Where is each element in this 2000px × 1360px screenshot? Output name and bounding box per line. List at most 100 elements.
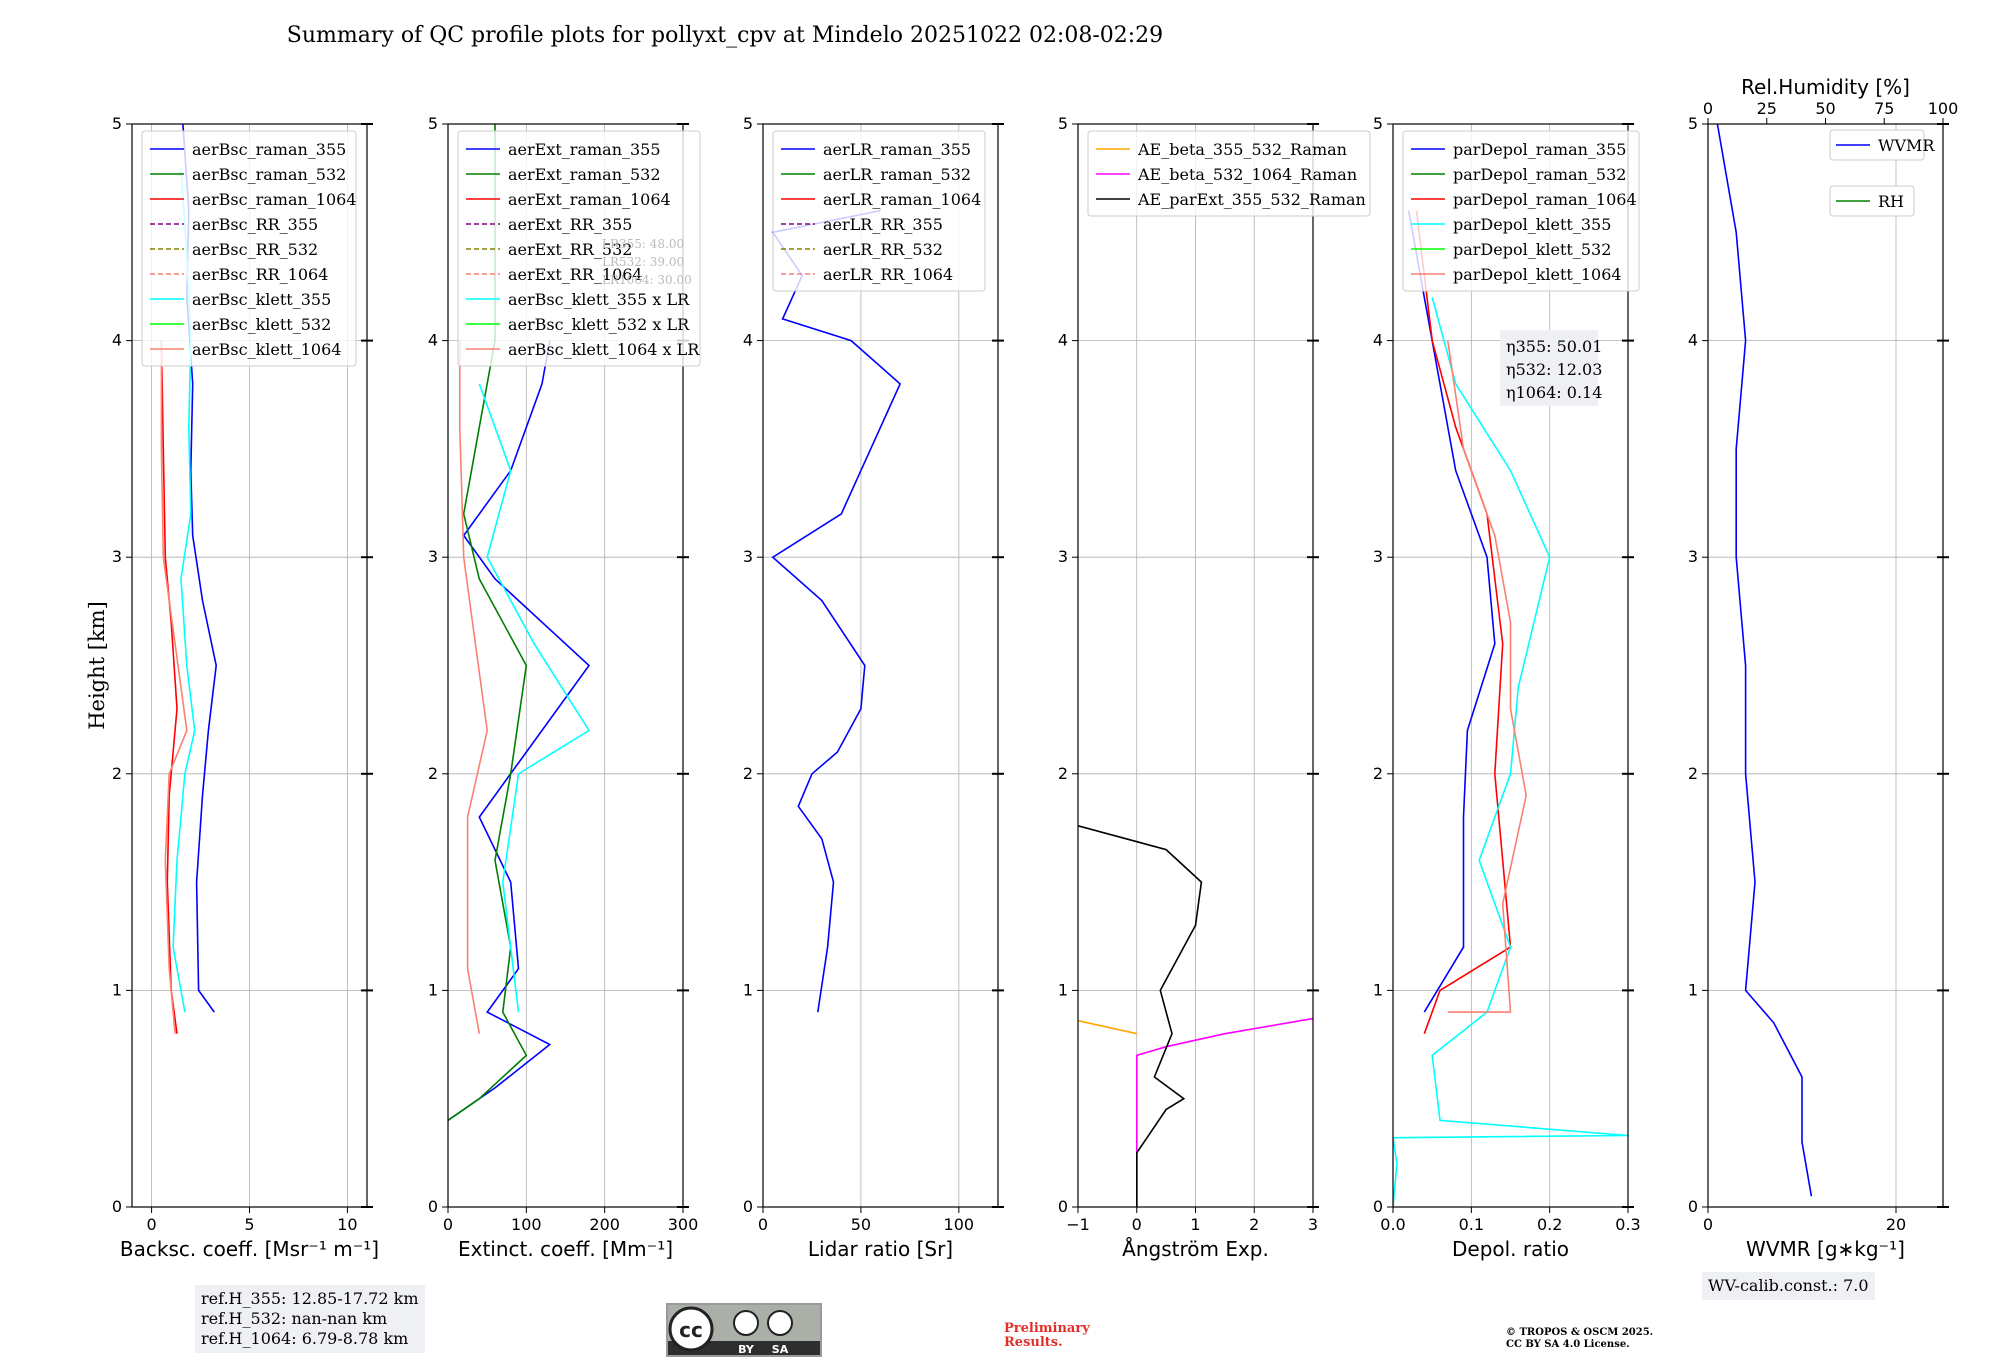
x-tick-label: 300 xyxy=(668,1215,699,1234)
y-tick-label: 2 xyxy=(1688,764,1698,783)
x-tick-label: 0.2 xyxy=(1537,1215,1562,1234)
x2-axis-label: Rel.Humidity [%] xyxy=(1741,75,1910,99)
axes-frame xyxy=(1392,123,1629,1208)
series-AE_parExt_355_532_Raman xyxy=(1078,825,1203,1207)
legend-label: aerLR_raman_355 xyxy=(823,140,971,159)
legend-box xyxy=(457,130,701,367)
y-tick-label: 1 xyxy=(743,980,753,999)
legend-label: aerBsc_RR_355 xyxy=(192,215,318,234)
legend-box xyxy=(1829,129,1925,161)
series-WVMR xyxy=(1716,124,1813,1197)
legend-depol: parDepol_raman_355 parDepol_raman_532 parD… xyxy=(1402,130,1640,292)
y-tick-label: 2 xyxy=(428,764,438,783)
series-parDepol_klett_355 xyxy=(1393,297,1628,1207)
eta-label: η1064: 0.14 xyxy=(1506,383,1602,402)
y-tick-label: 0 xyxy=(1373,1197,1383,1216)
x-tick-label: −1 xyxy=(1066,1215,1090,1234)
legend-wvmr: WVMR xyxy=(1829,129,1935,161)
y-tick-label: 4 xyxy=(112,331,122,350)
y-tick-label: 2 xyxy=(1373,764,1383,783)
legend-label: aerBsc_raman_1064 xyxy=(192,190,357,209)
legend-label: aerBsc_klett_532 xyxy=(192,315,331,334)
sa-label: SA xyxy=(772,1343,789,1356)
y-tick-label: 3 xyxy=(743,547,753,566)
by-label: BY xyxy=(738,1343,755,1356)
cc-icon xyxy=(668,1306,714,1352)
y-tick-label: 3 xyxy=(1058,547,1068,566)
legend-label: RH xyxy=(1878,192,1904,211)
eta-box: η355: 50.01 η532: 12.03 η1064: 0.14 xyxy=(1500,330,1602,406)
x-tick-label: 0 xyxy=(758,1215,768,1234)
y-tick-label: 4 xyxy=(1058,331,1068,350)
lr-label: LR1064: 30.00 xyxy=(602,273,692,287)
y-tick-label: 3 xyxy=(1688,547,1698,566)
eta-bg xyxy=(1500,330,1598,406)
preliminary-line-1: Preliminary xyxy=(1004,1321,1090,1336)
ref-heights-box: ref.H_355: 12.85-17.72 km ref.H_532: nan… xyxy=(195,1285,425,1353)
x2-tick-label: 0 xyxy=(1703,99,1713,118)
series-aerBsc_klett_1064 x LR xyxy=(459,340,489,1034)
legend-label: AE_parExt_355_532_Raman xyxy=(1137,190,1366,209)
y-tick-label: 0 xyxy=(1058,1197,1068,1216)
y-tick-label: 1 xyxy=(428,980,438,999)
x-axis-label: Depol. ratio xyxy=(1452,1237,1569,1261)
legend-box xyxy=(1087,130,1371,217)
panel-wv: 0 20 0 1 2 3 4 5 WVMR [g∗kg⁻¹] 0 25 50 75 100 Rel.Humi… xyxy=(1688,75,1958,1261)
x-tick-label: 0 xyxy=(443,1215,453,1234)
legend-label: aerLR_raman_1064 xyxy=(823,190,981,209)
legend-bsc: aerBsc_raman_355 aerBsc_raman_532 aerBsc_r… xyxy=(141,130,357,367)
copyright-line-1: © TROPOS & OSCM 2025. xyxy=(1506,1327,1654,1338)
wv-calib-box: WV-calib.const.: 7.0 xyxy=(1702,1272,1875,1300)
x2-tick-label: 75 xyxy=(1874,99,1894,118)
legend-box xyxy=(1829,185,1915,217)
x2-tick-label: 25 xyxy=(1757,99,1777,118)
y-tick-label: 2 xyxy=(743,764,753,783)
legend-label: AE_beta_532_1064_Raman xyxy=(1137,165,1357,184)
y-tick-label: 5 xyxy=(1688,114,1698,133)
x-axis-label: WVMR [g∗kg⁻¹] xyxy=(1746,1237,1905,1261)
x-tick-label: 5 xyxy=(244,1215,254,1234)
x-tick-label: 20 xyxy=(1886,1215,1906,1234)
series-aerBsc_klett_1064 xyxy=(160,340,188,1034)
legend-label: aerLR_raman_532 xyxy=(823,165,971,184)
legend-label: parDepol_klett_532 xyxy=(1453,240,1611,259)
cc-badge-label: cc xyxy=(679,1318,703,1342)
series-aerBsc_klett_355 x LR xyxy=(478,383,591,1013)
legend-label: aerExt_RR_532 xyxy=(508,240,632,259)
series-aerExt_raman_532 xyxy=(448,124,528,1122)
y-tick-label: 1 xyxy=(112,980,122,999)
x-tick-label: 50 xyxy=(851,1215,871,1234)
axes-frame xyxy=(762,123,999,1208)
x-axis-label: Ångström Exp. xyxy=(1122,1237,1269,1261)
eta-label: η355: 50.01 xyxy=(1506,337,1602,356)
y-tick-label: 3 xyxy=(1373,547,1383,566)
series-parDepol_raman_355 xyxy=(1407,210,1496,1013)
axes-frame xyxy=(1707,123,1944,1208)
panel-bsc: 0 5 10 0 1 2 3 4 5 Backsc. coeff. [Msr⁻¹ m⁻¹] Heig… xyxy=(85,114,379,1261)
series-parDepol_klett_1064 xyxy=(1447,340,1528,1013)
series-parDepol_raman_1064 xyxy=(1415,210,1512,1034)
copyright-note: © TROPOS & OSCM 2025. CC BY SA 4.0 Licen… xyxy=(1506,1327,1653,1351)
series-AE_beta_355_532_Raman xyxy=(1078,1019,1137,1035)
y-tick-label: 1 xyxy=(1688,980,1698,999)
y-tick-label: 0 xyxy=(428,1197,438,1216)
x-axis-label: Lidar ratio [Sr] xyxy=(808,1237,953,1261)
copyright-line-2: CC BY SA 4.0 License. xyxy=(1506,1339,1630,1350)
legend-label: aerBsc_RR_1064 xyxy=(192,265,328,284)
lr-label: LR532: 39.00 xyxy=(602,255,684,269)
x-tick-label: 0 xyxy=(1132,1215,1142,1234)
x-tick-label: 0.3 xyxy=(1615,1215,1640,1234)
legend-label: parDepol_klett_1064 xyxy=(1453,265,1622,284)
series-aerExt_raman_355 xyxy=(448,340,591,1122)
y-tick-label: 4 xyxy=(743,331,753,350)
y-tick-label: 5 xyxy=(743,114,753,133)
y-tick-label: 2 xyxy=(1058,764,1068,783)
x-axis-label: Backsc. coeff. [Msr⁻¹ m⁻¹] xyxy=(120,1237,379,1261)
y-tick-label: 0 xyxy=(112,1197,122,1216)
legend-label: aerLR_RR_355 xyxy=(823,215,943,234)
legend-label: aerBsc_klett_532 x LR xyxy=(508,315,690,334)
y-tick-label: 1 xyxy=(1373,980,1383,999)
preliminary-line-2: Results. xyxy=(1004,1335,1063,1350)
